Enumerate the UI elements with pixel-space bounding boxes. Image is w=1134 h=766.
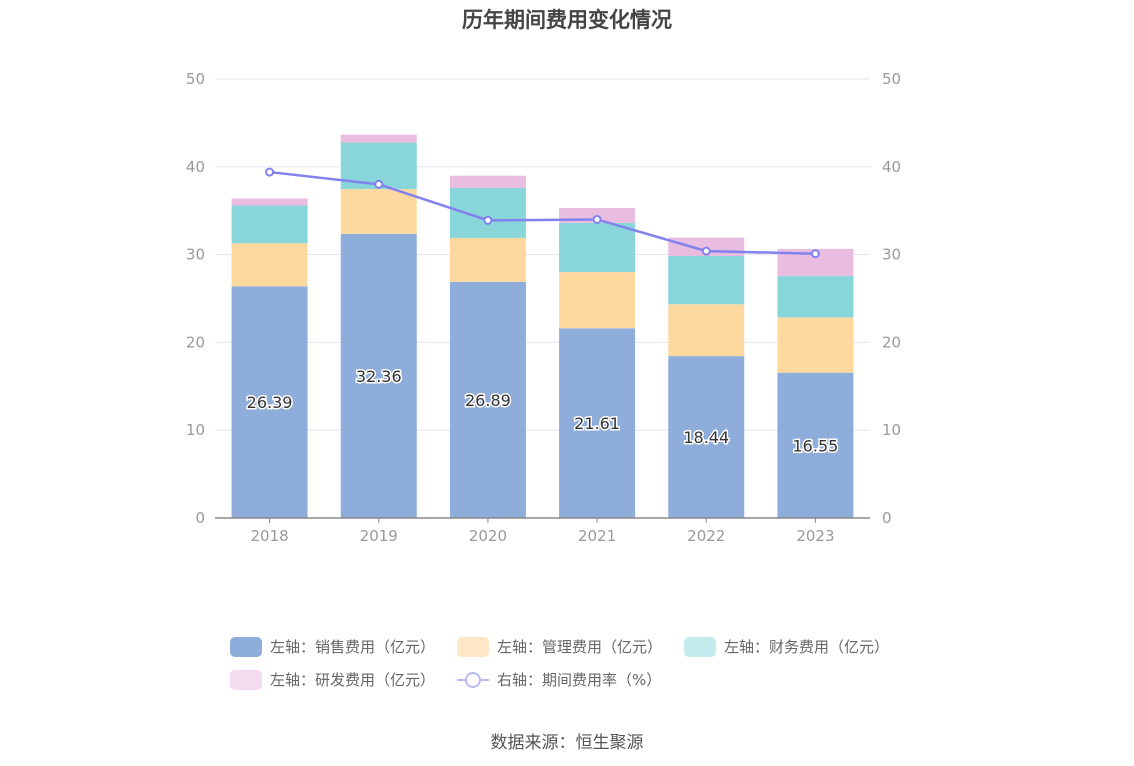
grid-lines	[215, 78, 870, 431]
bar-segment-1-2022	[668, 304, 745, 357]
bar-segment-2-2022	[668, 256, 745, 305]
bar-segment-0-2020	[449, 281, 526, 518]
right-tick-label: 30	[882, 246, 901, 264]
legend-label-rate: 右轴：期间费用率（%）	[497, 671, 662, 689]
bar-segment-0-2022	[668, 356, 745, 518]
data-source: 数据来源：恒生聚源	[490, 733, 644, 753]
legend-item-sales[interactable]: 左轴：销售费用（亿元）	[230, 636, 435, 657]
rate-point	[592, 214, 602, 224]
legend: 左轴：销售费用（亿元） 左轴：管理费用（亿元） 左轴：财务费用（亿元） 左轴：研…	[230, 630, 930, 696]
left-tick-label: 40	[186, 158, 205, 176]
x-tick-label: 2021	[578, 527, 616, 545]
bar-segment-1-2021	[559, 272, 636, 329]
legend-label-finance: 左轴：财务费用（亿元）	[724, 638, 890, 656]
legend-label-rd: 左轴：研发费用（亿元）	[270, 671, 436, 689]
left-tick-label: 50	[186, 70, 205, 88]
legend-item-finance[interactable]: 左轴：财务费用（亿元）	[684, 636, 889, 657]
rate-point	[810, 249, 820, 259]
bar-segment-2-2021	[559, 222, 636, 273]
bar-data-label: 18.44	[683, 428, 729, 447]
rate-point	[483, 215, 493, 225]
legend-item-rd[interactable]: 左轴：研发费用（亿元）	[230, 669, 435, 690]
right-tick-label: 50	[882, 70, 901, 88]
left-tick-label: 30	[186, 246, 205, 264]
x-tick-label: 2022	[687, 527, 725, 545]
bar-segment-3-2018	[231, 198, 308, 206]
legend-item-admin[interactable]: 左轴：管理费用（亿元）	[457, 636, 662, 657]
rate-point	[265, 167, 275, 177]
x-tick-label: 2019	[360, 527, 398, 545]
legend-label-admin: 左轴：管理费用（亿元）	[497, 638, 663, 656]
legend-row-1: 左轴：销售费用（亿元） 左轴：管理费用（亿元） 左轴：财务费用（亿元）	[230, 630, 930, 663]
left-tick-label: 20	[186, 333, 205, 351]
axes: 0 10 20 30 40 50 0 10 20 30 40 50 2018 2019 2020 2021 20…	[186, 70, 901, 545]
chart-title: 历年期间费用变化情况	[462, 8, 672, 32]
rate-line-path	[269, 170, 816, 255]
left-tick-label: 10	[186, 421, 205, 439]
right-tick-label: 10	[882, 421, 901, 439]
bar-segment-3-2020	[449, 175, 526, 188]
legend-swatch-sales	[230, 636, 262, 657]
legend-line-icon	[457, 670, 490, 690]
legend-swatch-admin	[457, 636, 490, 657]
bar-segment-2-2018	[231, 205, 308, 244]
data-labels: 26.39 32.36 26.89 21.61 18.44 16.55	[245, 365, 840, 456]
bar-data-label: 26.89	[465, 391, 511, 410]
bars	[231, 134, 854, 518]
legend-row-2: 左轴：研发费用（亿元） 右轴：期间费用率（%）	[230, 663, 930, 696]
rate-line	[265, 167, 820, 259]
bar-segment-1-2019	[340, 189, 417, 234]
x-tick-label: 2023	[796, 527, 834, 545]
bar-segment-1-2023	[777, 317, 854, 373]
left-tick-label: 0	[195, 509, 205, 527]
legend-label-sales: 左轴：销售费用（亿元）	[270, 638, 436, 656]
bar-segment-1-2020	[449, 238, 526, 282]
legend-item-rate[interactable]: 右轴：期间费用率（%）	[457, 669, 661, 690]
bar-segment-0-2018	[231, 286, 308, 518]
x-tick-label: 2018	[250, 527, 288, 545]
bar-segment-2-2020	[449, 187, 526, 239]
rate-point	[701, 246, 711, 256]
bar-segment-0-2021	[559, 328, 636, 518]
bar-segment-0-2019	[340, 233, 417, 518]
right-tick-label: 0	[882, 509, 892, 527]
x-tick-label: 2020	[469, 527, 507, 545]
bar-segment-0-2023	[777, 372, 854, 518]
bar-data-label: 16.55	[793, 436, 839, 455]
bar-data-label: 21.61	[574, 414, 620, 433]
legend-swatch-finance	[684, 636, 717, 657]
bar-data-label: 32.36	[356, 367, 402, 386]
right-tick-label: 40	[882, 158, 901, 176]
right-tick-label: 20	[882, 333, 901, 351]
bar-segment-1-2018	[231, 243, 308, 287]
legend-swatch-rd	[230, 669, 262, 690]
bar-segment-3-2019	[340, 134, 417, 143]
rate-point	[374, 179, 384, 189]
bar-data-label: 26.39	[247, 393, 293, 412]
bar-segment-2-2023	[777, 276, 854, 318]
